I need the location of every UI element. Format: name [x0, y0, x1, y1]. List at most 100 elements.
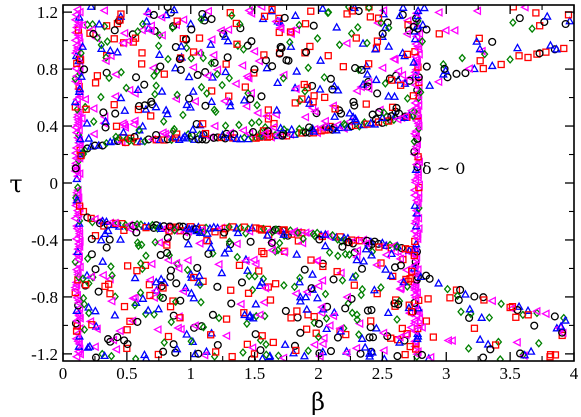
diamond-marker [80, 325, 89, 335]
triangle-left-marker [412, 234, 422, 244]
triangle-up-marker [288, 348, 299, 357]
triangle-up-marker [188, 124, 198, 133]
triangle-left-marker [417, 322, 426, 332]
circle-marker [89, 29, 98, 38]
triangle-left-marker [145, 275, 154, 285]
circle-marker [440, 64, 449, 73]
square-marker [292, 346, 300, 355]
circle-marker [329, 275, 338, 284]
square-marker [189, 48, 198, 56]
triangle-up-marker [280, 339, 290, 348]
circle-marker [166, 266, 176, 275]
square-marker [409, 92, 418, 100]
square-marker [106, 290, 114, 298]
square-marker [374, 14, 383, 22]
square-marker [401, 350, 409, 359]
diamond-marker [453, 291, 462, 301]
triangle-left-marker [413, 213, 423, 223]
triangle-left-marker [221, 331, 231, 341]
triangle-up-marker [434, 278, 444, 287]
triangle-left-marker [89, 129, 98, 139]
diamond-marker [290, 282, 299, 292]
triangle-left-marker [464, 64, 473, 74]
triangle-up-marker [220, 248, 230, 257]
diamond-marker [170, 225, 179, 235]
square-marker [422, 317, 431, 325]
square-marker [212, 348, 220, 356]
triangle-up-marker [409, 57, 419, 66]
diamond-marker [212, 107, 220, 117]
diamond-marker [321, 289, 330, 299]
circle-marker [326, 347, 336, 356]
triangle-up-marker [359, 256, 369, 265]
triangle-left-marker [408, 282, 417, 292]
triangle-left-marker [255, 310, 264, 320]
square-marker [286, 28, 295, 36]
y-tick-label: 0 [50, 174, 59, 193]
square-marker [367, 317, 375, 325]
triangle-up-marker [257, 277, 267, 286]
diamond-marker [133, 27, 142, 36]
triangle-left-marker [72, 5, 82, 15]
circle-marker [393, 352, 402, 361]
triangle-up-marker [182, 329, 192, 338]
diamond-marker [354, 22, 362, 32]
square-marker [268, 5, 276, 14]
square-marker [435, 30, 443, 38]
triangle-left-marker [300, 112, 310, 122]
circle-marker [176, 65, 185, 74]
triangle-left-marker [71, 10, 80, 20]
square-marker [129, 38, 137, 46]
triangle-left-marker [232, 239, 241, 249]
triangle-left-marker [80, 94, 89, 104]
square-marker [389, 272, 397, 281]
circle-marker [250, 65, 259, 74]
triangle-left-marker [316, 308, 326, 318]
square-marker [123, 262, 132, 270]
diamond-marker [199, 322, 208, 332]
triangle-left-marker [291, 84, 300, 94]
diamond-marker [322, 314, 331, 323]
square-marker [470, 324, 479, 332]
diamond-marker [403, 94, 412, 103]
triangle-left-marker [178, 286, 188, 296]
diamond-marker [377, 283, 385, 292]
triangle-left-marker [372, 260, 381, 270]
triangle-up-marker [295, 277, 305, 286]
triangle-left-marker [487, 296, 496, 306]
square-marker [258, 247, 266, 256]
triangle-up-marker [84, 133, 94, 142]
delta-annotation: δ ~ 0 [422, 159, 465, 178]
diamond-marker [313, 34, 322, 43]
triangle-up-marker [133, 84, 143, 94]
square-marker [79, 207, 88, 216]
triangle-up-marker [217, 268, 227, 277]
diamond-marker [324, 8, 332, 18]
square-marker [203, 237, 211, 245]
square-marker [131, 34, 140, 42]
triangle-up-marker [100, 350, 110, 360]
triangle-left-marker [92, 324, 101, 334]
triangle-left-marker [246, 88, 255, 98]
diamond-marker [159, 117, 168, 126]
triangle-left-marker [75, 262, 84, 272]
diamond-marker [351, 271, 360, 281]
circle-marker [221, 134, 230, 143]
square-marker [293, 307, 301, 315]
triangle-left-marker [244, 6, 253, 15]
square-marker [76, 56, 85, 64]
circle-marker [305, 123, 314, 132]
triangle-up-marker [195, 120, 205, 129]
triangle-left-marker [341, 348, 351, 358]
diamond-marker [151, 89, 159, 99]
triangle-left-marker [219, 96, 229, 106]
circle-marker [356, 349, 365, 358]
circle-marker [516, 349, 525, 358]
square-marker [321, 93, 329, 102]
triangle-left-marker [409, 226, 419, 236]
diamond-marker [135, 125, 143, 135]
square-marker [536, 22, 544, 30]
triangle-up-marker [162, 109, 172, 118]
triangle-up-marker [384, 91, 394, 100]
